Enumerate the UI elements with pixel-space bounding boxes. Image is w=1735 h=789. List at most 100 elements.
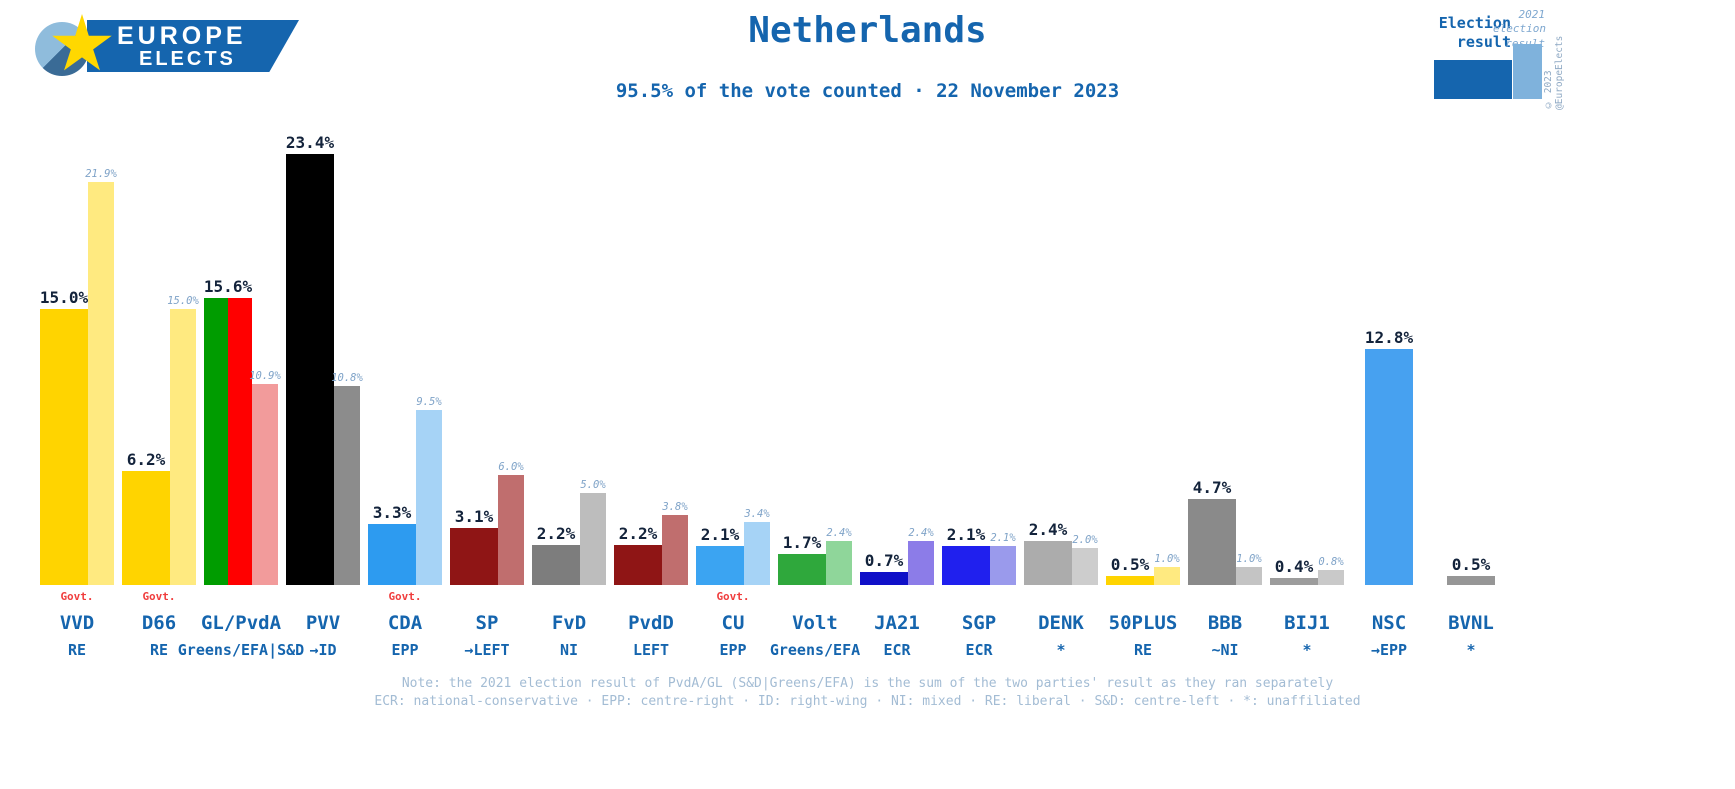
prev-bar-gl-pvda: 10.9% (249, 370, 281, 585)
govt-label: Govt. (388, 590, 422, 603)
party-name: BVNL (1448, 612, 1494, 634)
bar-segment (860, 572, 908, 585)
bars-50plus: 0.5% 1.0% (1102, 130, 1184, 585)
value-label: 15.6% (203, 276, 253, 296)
value-label: 0.5% (1110, 554, 1150, 574)
prev-value-label: 2.4% (826, 526, 852, 539)
prev-bar-pvdd: 3.8% (662, 501, 688, 585)
bars-bbb: 4.7% 1.0% (1184, 130, 1266, 585)
bars-denk: 2.4% 2.0% (1020, 130, 1102, 585)
prev-value-label: 2.4% (908, 526, 934, 539)
bars-bvnl: 0.5% (1430, 130, 1512, 585)
legend-current-label: Election result (1438, 14, 1511, 51)
prev-bar-fvd: 5.0% (580, 479, 606, 585)
footnote-2: ECR: national-conservative · EPP: centre… (374, 694, 1361, 709)
party-group: RE (1133, 641, 1153, 659)
bars-sgp: 2.1% 2.1% (938, 130, 1020, 585)
legend-current-swatch (1434, 60, 1512, 99)
value-label: 2.2% (536, 523, 576, 543)
prev-bar-vvd: 21.9% (85, 168, 117, 585)
logo-text-line2: ELECTS (139, 48, 236, 70)
value-label: 12.8% (1364, 328, 1414, 348)
value-label: 0.5% (1451, 554, 1491, 574)
party-name: CDA (387, 612, 423, 634)
party-column-pvv: 23.4% 10.8% PVV →ID (282, 130, 364, 659)
party-column-d66: 6.2% 15.0% Govt. D66 RE (118, 130, 200, 659)
govt-label: Govt. (60, 590, 94, 603)
prev-value-label: 0.8% (1318, 556, 1344, 569)
value-label: 3.3% (372, 503, 412, 523)
bar-segment (614, 544, 662, 585)
value-label: 2.4% (1028, 519, 1068, 539)
copyright-text: © 2023 @EuropeElects (1543, 35, 1565, 110)
party-group: * (1466, 641, 1476, 659)
prev-bar-sgp: 2.1% (990, 532, 1016, 585)
party-column-sgp: 2.1% 2.1% SGP ECR (938, 130, 1020, 659)
prev-bar-bbb: 1.0% (1236, 553, 1262, 585)
bar-denk: 2.4% (1024, 520, 1072, 585)
party-column-bbb: 4.7% 1.0% BBB ~NI (1184, 130, 1266, 659)
party-column-50plus: 0.5% 1.0% 50PLUS RE (1102, 130, 1184, 659)
prev-value-label: 1.0% (1154, 552, 1180, 565)
bar-segment (40, 309, 88, 585)
party-group: * (1056, 641, 1066, 659)
party-column-fvd: 2.2% 5.0% FvD NI (528, 130, 610, 659)
prev-value-label: 21.9% (85, 168, 117, 181)
bar-pvdd: 2.2% (614, 524, 662, 585)
bar-segment (778, 553, 826, 585)
bars-ja21: 0.7% 2.4% (856, 130, 938, 585)
bar-segment (942, 546, 990, 585)
party-column-denk: 2.4% 2.0% DENK * (1020, 130, 1102, 659)
bars-cda: 3.3% 9.5% (364, 130, 446, 585)
party-group: NI (559, 641, 579, 659)
bars-pvv: 23.4% 10.8% (282, 130, 364, 585)
bars-vvd: 15.0% 21.9% (36, 130, 118, 585)
bar-segment (1365, 349, 1413, 585)
party-column-bij1: 0.4% 0.8% BIJ1 * (1266, 130, 1348, 659)
party-group: Greens/EFA|S&D (177, 641, 305, 659)
party-column-volt: 1.7% 2.4% Volt Greens/EFA (770, 130, 860, 659)
bar-gl-pvda: 15.6% (204, 277, 252, 585)
party-column-cu: 2.1% 3.4% Govt. CU EPP (692, 130, 774, 659)
prev-value-label: 2.0% (1072, 534, 1098, 547)
bar-cu: 2.1% (696, 525, 744, 585)
legend-previous-swatch (1513, 44, 1542, 99)
bars-fvd: 2.2% 5.0% (528, 130, 610, 585)
party-group: →EPP (1370, 641, 1408, 659)
bars-d66: 6.2% 15.0% (118, 130, 200, 585)
party-column-bvnl: 0.5% BVNL * (1430, 130, 1512, 659)
party-group: EPP (391, 641, 419, 659)
europe-elects-logo: EUROPE ELECTS (25, 8, 299, 80)
bar-bbb: 4.7% (1188, 478, 1236, 585)
value-label: 2.2% (618, 523, 658, 543)
bars-sp: 3.1% 6.0% (446, 130, 528, 585)
party-name: VVD (59, 612, 95, 634)
bar-vvd: 15.0% (40, 288, 88, 585)
logo-banner: EUROPE ELECTS (87, 20, 299, 72)
bar-d66: 6.2% (122, 450, 170, 585)
value-label: 15.0% (39, 288, 89, 307)
bar-segment (696, 546, 744, 585)
party-name: Volt (792, 612, 838, 634)
party-group: →LEFT (464, 641, 510, 659)
party-group: EPP (719, 641, 747, 659)
party-column-vvd: 15.0% 21.9% Govt. VVD RE (36, 130, 118, 659)
prev-bar-bij1: 0.8% (1318, 556, 1344, 585)
bar-segment (286, 154, 334, 585)
value-label: 2.1% (700, 525, 740, 545)
prev-bar-d66: 15.0% (167, 295, 199, 585)
party-name: BBB (1207, 612, 1243, 634)
party-name: BIJ1 (1284, 612, 1330, 634)
prev-bar-pvv: 10.8% (331, 372, 363, 585)
govt-label: Govt. (142, 590, 176, 603)
party-name: PvdD (628, 612, 674, 634)
bar-ja21: 0.7% (860, 551, 908, 585)
value-label: 6.2% (126, 449, 166, 469)
party-name: JA21 (874, 612, 920, 634)
logo-text-line1: EUROPE (117, 22, 247, 50)
prev-value-label: 6.0% (498, 460, 524, 473)
bars-gl-pvda: 15.6% 10.9% (200, 130, 282, 585)
party-name: 50PLUS (1108, 612, 1178, 634)
prev-value-label: 5.0% (580, 479, 606, 491)
prev-bar-cda: 9.5% (416, 396, 442, 585)
